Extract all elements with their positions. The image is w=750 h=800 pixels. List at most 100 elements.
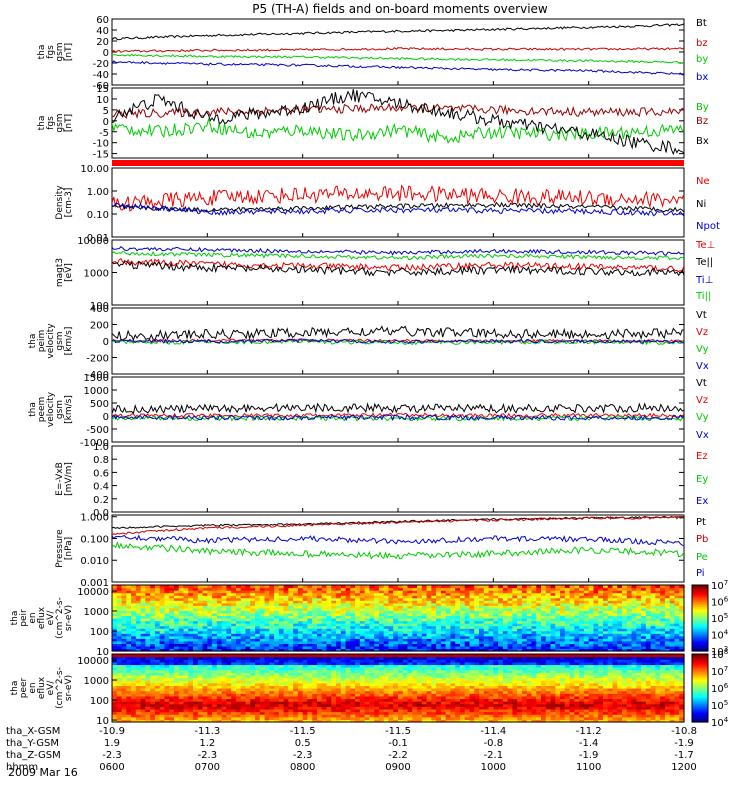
spectrogram-cell bbox=[364, 659, 370, 663]
spectrogram-cell bbox=[378, 643, 385, 647]
spectrogram-cell bbox=[116, 688, 123, 692]
spectrogram-cell bbox=[173, 620, 180, 624]
spectrogram-cell bbox=[173, 695, 180, 700]
legend-entry: bx bbox=[696, 72, 708, 83]
spectrogram-cell bbox=[307, 667, 313, 671]
spectrogram-cell bbox=[641, 587, 647, 591]
spectrogram-cell bbox=[383, 633, 390, 637]
spectrogram-cell bbox=[312, 674, 318, 679]
spectrogram-cell bbox=[312, 703, 318, 707]
spectrogram-cell bbox=[126, 602, 132, 606]
spectrogram-cell bbox=[259, 630, 266, 634]
colorbar-step bbox=[692, 646, 708, 649]
spectrogram-cell bbox=[283, 695, 289, 700]
spectrogram-cell bbox=[164, 585, 170, 589]
spectrogram-cell bbox=[235, 698, 242, 702]
spectrogram-cell bbox=[593, 618, 599, 622]
spectrogram-cell bbox=[307, 615, 313, 619]
spectrogram-cell bbox=[440, 610, 447, 614]
spectrogram-cell bbox=[169, 610, 175, 614]
spectrogram-cell bbox=[350, 664, 356, 668]
spectrogram-cell bbox=[231, 711, 237, 715]
spectrogram-cell bbox=[378, 602, 385, 606]
spectrogram-cell bbox=[378, 703, 385, 707]
spectrogram-cell bbox=[402, 630, 409, 634]
spectrogram-cell bbox=[116, 685, 123, 689]
spectrogram-cell bbox=[297, 680, 304, 684]
spectrogram-cell bbox=[674, 595, 680, 599]
spectrogram-cell bbox=[531, 645, 537, 650]
spectrogram-cell bbox=[383, 677, 390, 681]
spectrogram-cell bbox=[216, 640, 223, 644]
spectrogram-cell bbox=[212, 628, 218, 632]
spectrogram-cell bbox=[288, 610, 294, 614]
spectrogram-cell bbox=[641, 633, 647, 637]
spectrogram-cell bbox=[345, 685, 351, 689]
spectrogram-cell bbox=[350, 648, 356, 652]
spectrogram-cell bbox=[521, 607, 528, 611]
spectrogram-cell bbox=[207, 711, 213, 715]
spectrogram-cell bbox=[131, 677, 137, 681]
spectrogram-cell bbox=[193, 633, 199, 637]
spectrogram-cell bbox=[369, 643, 375, 647]
series-line bbox=[112, 338, 684, 344]
spectrogram-cell bbox=[364, 680, 370, 684]
spectrogram-cell bbox=[173, 680, 180, 684]
spectrogram-cell bbox=[374, 602, 380, 606]
spectrogram-cell bbox=[493, 633, 499, 637]
spectrogram-cell bbox=[173, 623, 180, 627]
spectrogram-cell bbox=[326, 643, 332, 647]
spectrogram-cell bbox=[283, 664, 289, 668]
spectrogram-cell bbox=[350, 645, 356, 650]
spectrogram-cell bbox=[569, 628, 575, 632]
spectrogram-cell bbox=[245, 610, 251, 614]
spectrogram-cell bbox=[536, 612, 542, 617]
spectrogram-cell bbox=[188, 623, 194, 627]
spectrogram-cell bbox=[245, 674, 251, 679]
spectrogram-cell bbox=[579, 638, 585, 642]
spectrogram-cell bbox=[159, 625, 166, 629]
spectrogram-cell bbox=[131, 635, 137, 639]
legend-entry: Te|| bbox=[695, 257, 713, 268]
spectrogram-cell bbox=[336, 633, 342, 637]
spectrogram-cell bbox=[288, 664, 294, 668]
spectrogram-cell bbox=[602, 590, 609, 594]
spectrogram-cell bbox=[445, 587, 452, 591]
spectrogram-cell bbox=[564, 590, 571, 594]
spectrogram-cell bbox=[216, 703, 223, 707]
spectrogram-cell bbox=[521, 612, 528, 617]
spectrogram-cell bbox=[202, 648, 208, 652]
spectrogram-cell bbox=[355, 677, 361, 681]
spectrogram-cell bbox=[131, 682, 137, 686]
spectrogram-cell bbox=[302, 643, 309, 647]
spectrogram-cell bbox=[660, 638, 666, 642]
spectrogram-cell bbox=[188, 659, 194, 663]
spectrogram-cell bbox=[345, 714, 351, 718]
spectrogram-cell bbox=[140, 615, 146, 619]
spectrogram-cell bbox=[231, 664, 237, 668]
spectrogram-cell bbox=[297, 587, 304, 591]
spectrogram-cell bbox=[326, 630, 332, 634]
spectrogram-cell bbox=[183, 706, 189, 710]
legend-entry: by bbox=[696, 54, 708, 65]
spectrogram-cell bbox=[207, 664, 213, 668]
spectrogram-cell bbox=[159, 711, 166, 715]
spectrogram-cell bbox=[235, 677, 242, 681]
spectrogram-cell bbox=[364, 701, 370, 705]
spectrogram-cell bbox=[183, 630, 189, 634]
spectrogram-cell bbox=[207, 612, 213, 617]
spectrogram-cell bbox=[226, 607, 232, 611]
spectrogram-cell bbox=[178, 620, 185, 624]
spectrogram-cell bbox=[650, 630, 656, 634]
spectrogram-cell bbox=[154, 708, 161, 713]
spectrogram-cell bbox=[250, 688, 256, 692]
spectrogram-cell bbox=[459, 638, 466, 642]
spectrogram-cell bbox=[231, 654, 237, 658]
spectrogram-cell bbox=[531, 643, 537, 647]
spectrogram-cell bbox=[545, 645, 552, 650]
spectrogram-cell bbox=[274, 638, 280, 642]
spectrogram-cell bbox=[350, 667, 356, 671]
spectrogram-cell bbox=[307, 623, 313, 627]
spectrogram-cell bbox=[579, 595, 585, 599]
spectrogram-cell bbox=[436, 620, 442, 624]
